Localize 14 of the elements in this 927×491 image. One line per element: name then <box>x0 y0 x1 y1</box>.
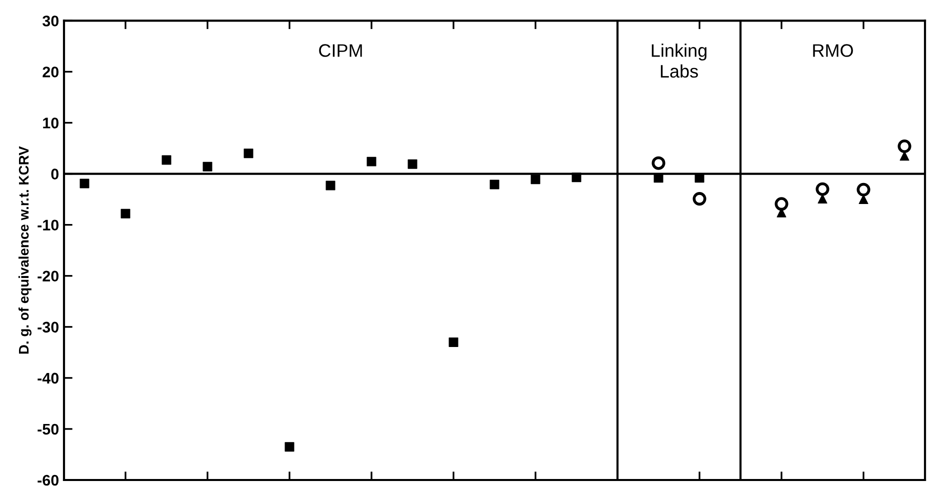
y-tick-label: -10 <box>38 220 59 231</box>
y-tick-label: 0 <box>51 168 59 180</box>
y-tick-label: 30 <box>42 16 59 26</box>
y-tick-label: -40 <box>38 372 59 384</box>
y-tick-label: -20 <box>38 270 59 282</box>
y-tick-label: -30 <box>38 322 59 333</box>
y-tick-label: -50 <box>38 424 59 435</box>
annotation: Linking Labs <box>652 44 706 78</box>
y-tick-label: 20 <box>42 66 59 78</box>
annotation: CIPM <box>319 44 362 57</box>
y-tick-label: -60 <box>38 474 59 486</box>
annotation: RMO <box>813 44 853 57</box>
y-axis-title: D. g. of equivalence w.r.t. KCRV <box>18 146 32 354</box>
y-tick-label: 10 <box>43 118 59 128</box>
